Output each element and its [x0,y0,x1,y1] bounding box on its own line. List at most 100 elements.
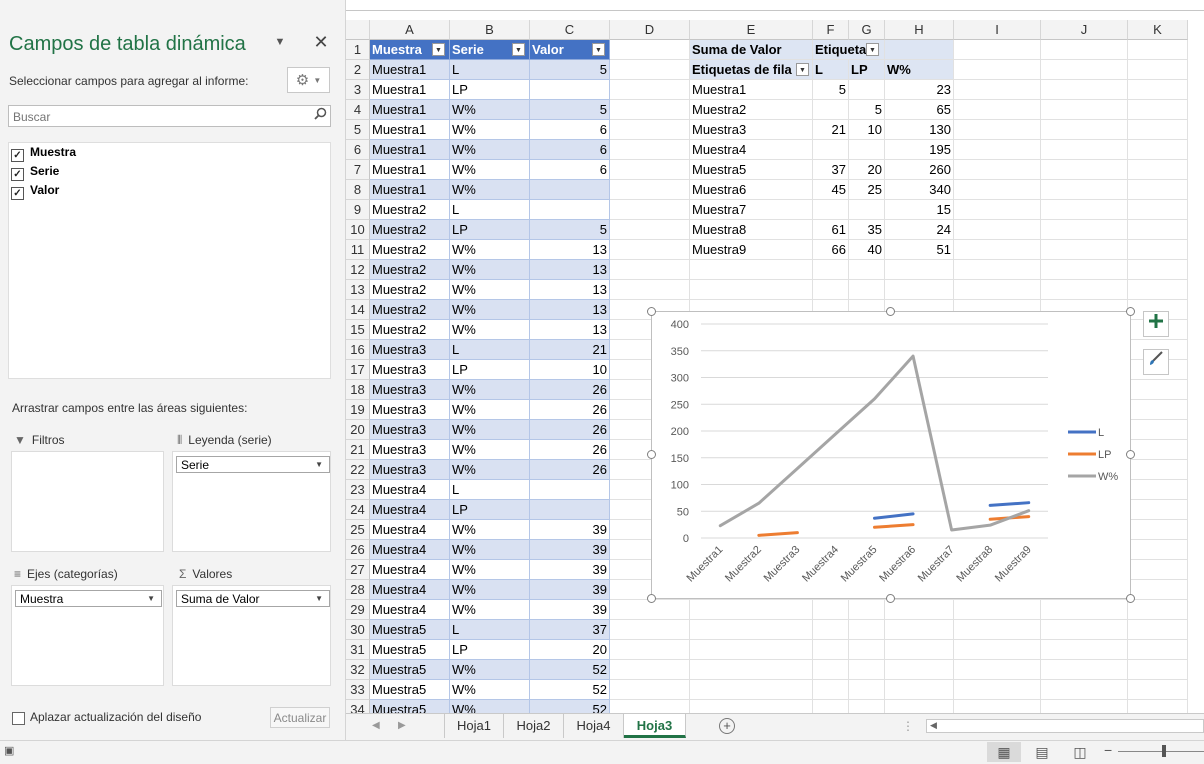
table-cell[interactable]: 37 [530,620,610,640]
cell[interactable] [954,660,1041,680]
table-cell[interactable]: 5 [530,60,610,80]
tab-hoja1[interactable]: Hoja1 [444,714,504,738]
pivot-sum-label[interactable]: Suma de Valor [690,40,813,60]
table-cell[interactable]: 5 [530,100,610,120]
cell[interactable] [813,700,849,713]
cell[interactable] [954,140,1041,160]
tab-scroll-left-icon[interactable]: ◀ [372,720,380,731]
cell[interactable] [1041,120,1128,140]
table-cell[interactable]: Muestra4 [370,500,450,520]
pivot-row-label[interactable]: Muestra3 [690,120,813,140]
pivot-value[interactable] [813,140,849,160]
cell[interactable] [1128,640,1188,660]
column-header-j[interactable]: J [1041,20,1128,40]
row-header-6[interactable]: 6 [346,140,370,160]
table-cell[interactable]: 26 [530,460,610,480]
pivot-value[interactable]: 65 [885,100,954,120]
table-cell[interactable]: 13 [530,240,610,260]
table-cell[interactable]: Muestra1 [370,100,450,120]
chevron-down-icon[interactable]: ▼ [147,594,155,603]
page-layout-icon[interactable]: ▤ [1035,744,1049,760]
pivot-column-labels-caption[interactable]: Etiqueta ▼ [813,40,885,60]
cell[interactable] [610,300,690,320]
update-button[interactable]: Actualizar [270,707,330,728]
cell[interactable] [849,660,885,680]
row-header-23[interactable]: 23 [346,480,370,500]
axes-area[interactable]: Muestra ▼ [11,585,164,686]
row-header-17[interactable]: 17 [346,360,370,380]
cell[interactable] [813,620,849,640]
field-item-muestra[interactable]: ✓ Muestra [11,143,76,162]
pivot-value[interactable]: 5 [849,100,885,120]
cell[interactable] [610,680,690,700]
cell[interactable] [1128,700,1188,713]
table-cell[interactable]: Muestra2 [370,220,450,240]
row-header-2[interactable]: 2 [346,60,370,80]
cell[interactable] [690,260,813,280]
table-cell[interactable]: 52 [530,700,610,713]
row-header-16[interactable]: 16 [346,340,370,360]
cell[interactable] [1128,680,1188,700]
cell[interactable] [1128,520,1188,540]
cell[interactable] [954,100,1041,120]
table-cell[interactable]: L [450,480,530,500]
cell[interactable] [1128,480,1188,500]
row-header-12[interactable]: 12 [346,260,370,280]
table-cell[interactable]: W% [450,180,530,200]
row-header-19[interactable]: 19 [346,400,370,420]
cell[interactable] [1041,40,1128,60]
table-cell[interactable]: W% [450,580,530,600]
row-header-25[interactable]: 25 [346,520,370,540]
table-cell[interactable]: W% [450,680,530,700]
cell[interactable] [885,620,954,640]
table-cell[interactable]: 26 [530,400,610,420]
cell[interactable] [813,640,849,660]
row-header-26[interactable]: 26 [346,540,370,560]
values-area[interactable]: Suma de Valor ▼ [172,585,331,686]
cell[interactable] [885,660,954,680]
cell[interactable] [610,60,690,80]
filter-dropdown-icon[interactable]: ▼ [512,43,525,56]
row-header-14[interactable]: 14 [346,300,370,320]
cell[interactable] [610,640,690,660]
cell[interactable] [1041,160,1128,180]
cell[interactable] [1128,620,1188,640]
table-header-cell[interactable]: Serie ▼ [450,40,530,60]
table-cell[interactable]: Muestra4 [370,600,450,620]
tab-hoja3[interactable]: Hoja3 [624,714,686,738]
table-cell[interactable]: Muestra1 [370,180,450,200]
cell[interactable] [1128,200,1188,220]
cell[interactable] [1128,600,1188,620]
table-cell[interactable]: LP [450,360,530,380]
table-cell[interactable]: 20 [530,640,610,660]
table-cell[interactable] [530,480,610,500]
pivot-value[interactable] [813,100,849,120]
table-cell[interactable]: Muestra3 [370,440,450,460]
row-header-34[interactable]: 34 [346,700,370,713]
table-cell[interactable]: W% [450,160,530,180]
cell[interactable] [1128,140,1188,160]
search-field[interactable] [8,105,331,127]
row-header-31[interactable]: 31 [346,640,370,660]
table-cell[interactable]: W% [450,300,530,320]
column-header-d[interactable]: D [610,20,690,40]
cell[interactable] [885,600,954,620]
row-header-15[interactable]: 15 [346,320,370,340]
cell[interactable] [849,280,885,300]
table-cell[interactable]: 21 [530,340,610,360]
table-cell[interactable]: LP [450,80,530,100]
table-cell[interactable]: L [450,340,530,360]
table-cell[interactable]: 26 [530,380,610,400]
table-cell[interactable]: Muestra4 [370,520,450,540]
cell[interactable] [1128,400,1188,420]
cell[interactable] [954,620,1041,640]
values-field-chip[interactable]: Suma de Valor ▼ [176,590,330,607]
row-header-4[interactable]: 4 [346,100,370,120]
row-header-5[interactable]: 5 [346,120,370,140]
cell[interactable] [885,280,954,300]
table-cell[interactable]: Muestra3 [370,360,450,380]
cell[interactable] [1041,180,1128,200]
table-cell[interactable]: L [450,60,530,80]
row-header-22[interactable]: 22 [346,460,370,480]
cell[interactable] [1041,220,1128,240]
